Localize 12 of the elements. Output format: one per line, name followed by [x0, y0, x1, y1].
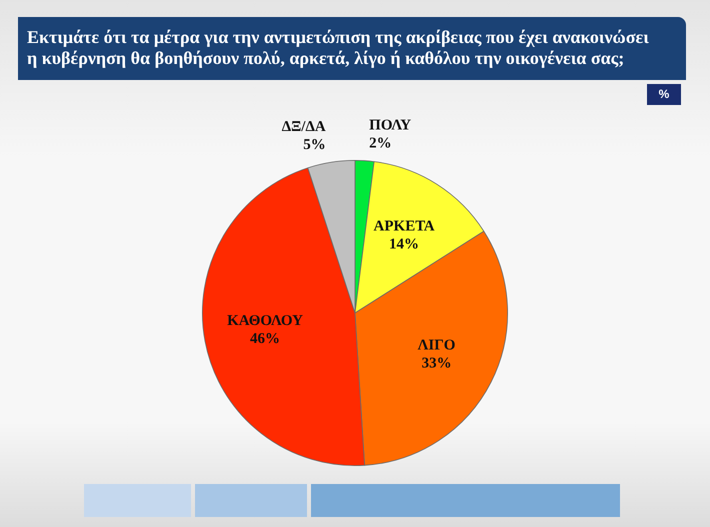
slice-label: ΛΙΓΟ	[418, 337, 456, 354]
slice-label: ΔΞ/ΔΑ	[282, 119, 326, 136]
data-label: 2%	[369, 136, 392, 152]
slice-label: ΚΑΘΟΛΟΥ	[227, 313, 304, 330]
data-label: 5%	[303, 137, 326, 154]
data-label: 14%	[389, 236, 420, 253]
slice-label: ΑΡΚΕΤΑ	[374, 218, 435, 235]
data-label: 33%	[422, 355, 452, 372]
slice-label: ΠΟΛΥ	[369, 118, 412, 134]
chart-title: Εκτιμάτε ότι τα μέτρα για την αντιμετώπιση της ακρίβειας που έχει ανακοινώσει η κυβέρνηση θα βοηθήσουν πολύ, αρκετά, λίγο ή καθόλου την οικογένεια σας;	[18, 17, 686, 80]
data-label: 46%	[250, 331, 280, 348]
text: %	[647, 84, 681, 105]
